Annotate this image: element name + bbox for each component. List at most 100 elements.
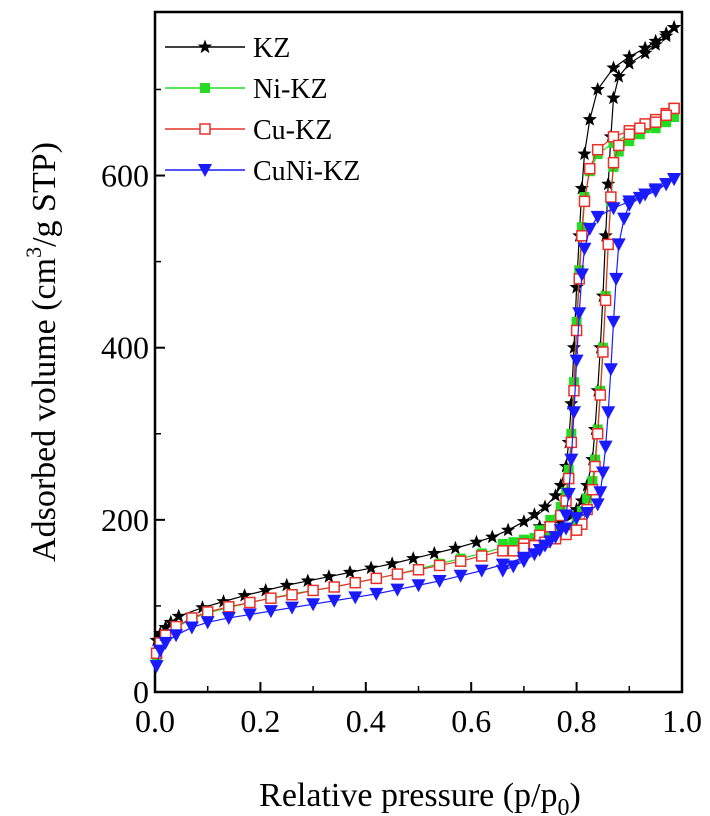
cu-kz-data-point (599, 294, 612, 307)
cuni-kz-data-point (242, 608, 257, 622)
cuni-kz-data-point (432, 574, 447, 588)
kz-data-point (601, 176, 616, 191)
kz-data-point (537, 499, 553, 513)
kz-data-point (566, 340, 582, 354)
cuni-kz-data-point (153, 644, 168, 658)
y-axis-ticks: 0 200 400 600 (101, 88, 165, 710)
cuni-kz-data-point (606, 315, 621, 329)
cuni-kz-data-point (632, 191, 647, 205)
ni-kz-data-point (582, 493, 593, 504)
cu-kz-data-point (349, 576, 362, 589)
kz-data-point (279, 577, 294, 592)
x-tick-label: 1.0 (662, 703, 702, 739)
cuni-kz-data-point (569, 354, 584, 368)
cuni-kz-data-point (572, 307, 587, 321)
cuni-kz-data-point (369, 587, 384, 601)
cu-kz-data-point (634, 122, 646, 134)
x-tick-label: 0.4 (346, 703, 386, 739)
cuni-kz-data-point (611, 238, 626, 252)
cuni-kz-data-point (617, 212, 632, 226)
cuni-kz-data-point (390, 583, 405, 597)
kz-data-point (606, 60, 621, 75)
cu-kz-data-point (570, 524, 583, 536)
cuni-kz-data-point (263, 605, 278, 619)
cu-kz-data-point (223, 601, 235, 613)
kz-data-point (574, 180, 589, 195)
cuni-kz-data-point (577, 242, 592, 256)
cu-kz-data-point (433, 559, 446, 572)
cuni-kz-data-point (327, 594, 342, 608)
kz-data-point (577, 146, 592, 161)
cu-kz-data-point (584, 162, 596, 175)
cuni-kz-data-point (561, 488, 576, 502)
cu-kz-data-point (594, 389, 607, 401)
y-tick-label: 200 (101, 502, 149, 538)
cuni-kz-data-point (582, 222, 597, 236)
cuni-kz-data-point (609, 272, 624, 286)
cu-kz-data-point (623, 128, 636, 140)
cu-kz-data-point (454, 555, 467, 567)
cu-kz-data-point (370, 572, 383, 585)
kz-data-point (363, 560, 379, 575)
cuni-kz-data-point (590, 498, 605, 512)
kz-data-point (564, 396, 579, 410)
cu-kz-data-point (286, 588, 298, 601)
cuni-kz-data-point (603, 363, 618, 377)
legend-item-kz: KZ (165, 33, 290, 64)
y-axis-title-superscript: 3 (21, 247, 46, 258)
y-tick-label: 400 (101, 330, 149, 366)
legend-label: Ni-KZ (253, 74, 328, 105)
kz-data-point (622, 56, 637, 70)
cu-kz-data-point (570, 324, 583, 337)
cu-kz-data-point (412, 564, 425, 576)
cuni-kz-data-point (574, 268, 589, 282)
cu-kz-data-point (307, 584, 319, 597)
ni-kz-data-point (555, 501, 566, 512)
kz-data-point (385, 556, 400, 570)
cuni-kz-data-point (593, 486, 608, 500)
cuni-kz-data-point (559, 509, 574, 523)
cuni-kz-data-point (169, 629, 184, 643)
kz-data-point (598, 228, 613, 242)
legend-item-cu-kz: Cu-KZ (165, 115, 332, 146)
cu-kz-data-point (602, 238, 614, 251)
kz-data-point (427, 545, 442, 560)
cuni-kz-data-point (559, 522, 574, 536)
kz-data-point (648, 37, 663, 51)
cuni-kz-data-point (348, 591, 363, 605)
cu-kz-data-point (649, 116, 662, 128)
cuni-kz-data-point (149, 660, 164, 674)
kz-data-point (485, 529, 500, 544)
cu-kz-data-point (668, 102, 680, 115)
kz-data-point (258, 582, 273, 597)
x-tick-label: 0.2 (240, 703, 280, 739)
x-tick-label: 0.6 (451, 703, 491, 739)
cu-kz-data-point (562, 472, 575, 485)
ni-kz-data-point (563, 464, 574, 475)
ni-kz-data-point (669, 112, 680, 123)
cuni-kz-data-point (158, 636, 173, 650)
cu-kz-data-point (391, 568, 404, 580)
kz-data-point (527, 507, 542, 521)
cuni-kz-data-point (606, 202, 621, 216)
kz-data-point (158, 619, 173, 634)
cuni-kz-data-point (306, 598, 321, 612)
x-axis-title-end: ) (570, 777, 581, 814)
legend-item-cuni-kz: CuNi-KZ (165, 156, 360, 187)
legend-label: KZ (253, 33, 290, 64)
series-kz (149, 19, 682, 647)
cu-kz-data-point (589, 460, 601, 473)
x-tick-label: 0.0 (135, 703, 175, 739)
cu-kz-data-point (605, 191, 617, 203)
kz-data-point (590, 81, 605, 96)
cuni-kz-data-point (648, 185, 663, 199)
legend-marker (198, 164, 212, 177)
kz-data-point (237, 588, 252, 602)
cuni-kz-data-point (537, 539, 552, 553)
cuni-kz-data-point (285, 601, 300, 615)
series-cu-kz (150, 102, 680, 660)
series-layer (149, 19, 682, 674)
cuni-kz-data-point (548, 531, 563, 545)
cuni-kz-data-point (601, 406, 616, 420)
cuni-kz-data-point (221, 611, 236, 625)
